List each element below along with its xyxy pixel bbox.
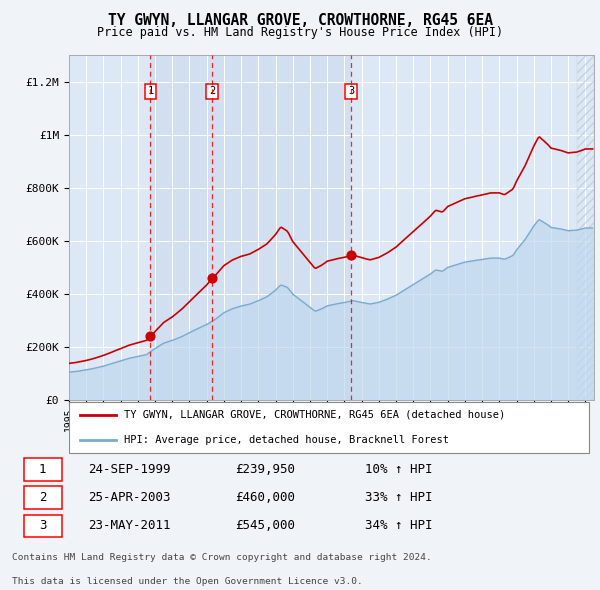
Text: TY GWYN, LLANGAR GROVE, CROWTHORNE, RG45 6EA (detached house): TY GWYN, LLANGAR GROVE, CROWTHORNE, RG45… [124, 410, 505, 420]
FancyBboxPatch shape [69, 402, 589, 453]
Text: 3: 3 [39, 519, 46, 532]
Text: This data is licensed under the Open Government Licence v3.0.: This data is licensed under the Open Gov… [12, 578, 363, 586]
Text: 23-MAY-2011: 23-MAY-2011 [88, 519, 171, 532]
Text: £545,000: £545,000 [235, 519, 295, 532]
Bar [151, 55, 351, 400]
Text: £460,000: £460,000 [235, 491, 295, 504]
Text: 2: 2 [209, 86, 215, 96]
FancyBboxPatch shape [24, 486, 62, 509]
Point [207, 273, 217, 283]
Text: 10% ↑ HPI: 10% ↑ HPI [365, 463, 432, 476]
FancyBboxPatch shape [24, 458, 62, 481]
Text: 3: 3 [348, 86, 354, 96]
Text: 1: 1 [147, 86, 154, 96]
Text: Contains HM Land Registry data © Crown copyright and database right 2024.: Contains HM Land Registry data © Crown c… [12, 552, 432, 562]
FancyBboxPatch shape [24, 514, 62, 537]
Text: 34% ↑ HPI: 34% ↑ HPI [365, 519, 432, 532]
Point [346, 251, 356, 260]
Text: £239,950: £239,950 [235, 463, 295, 476]
Text: Price paid vs. HM Land Registry's House Price Index (HPI): Price paid vs. HM Land Registry's House … [97, 26, 503, 39]
Text: 2: 2 [39, 491, 46, 504]
Text: 33% ↑ HPI: 33% ↑ HPI [365, 491, 432, 504]
Text: 24-SEP-1999: 24-SEP-1999 [88, 463, 171, 476]
Text: 25-APR-2003: 25-APR-2003 [88, 491, 171, 504]
Text: HPI: Average price, detached house, Bracknell Forest: HPI: Average price, detached house, Brac… [124, 435, 449, 445]
Point [146, 332, 155, 341]
Text: 1: 1 [39, 463, 46, 476]
Text: TY GWYN, LLANGAR GROVE, CROWTHORNE, RG45 6EA: TY GWYN, LLANGAR GROVE, CROWTHORNE, RG45… [107, 13, 493, 28]
